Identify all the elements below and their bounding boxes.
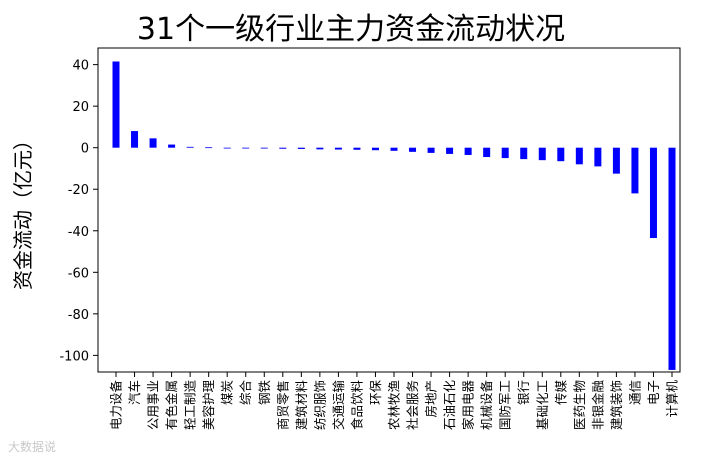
x-tick-label: 基础化工 — [535, 380, 550, 430]
bar — [594, 147, 602, 167]
x-tick-label: 计算机 — [665, 380, 680, 418]
bar — [112, 61, 120, 148]
bar — [631, 147, 639, 194]
x-tick-label: 传媒 — [553, 380, 568, 406]
bar — [131, 131, 139, 148]
x-tick-label: 钢铁 — [257, 380, 272, 406]
bar — [501, 147, 509, 159]
bar — [334, 147, 342, 150]
bar — [483, 147, 491, 158]
x-tick-label: 建筑材料 — [294, 380, 309, 431]
bar — [223, 147, 231, 149]
bar — [575, 147, 583, 165]
bar — [520, 147, 528, 160]
chart-title: 31个一级行业主力资金流动状况 — [136, 12, 566, 47]
bar — [168, 144, 176, 148]
y-tick-label: 20 — [72, 100, 89, 115]
bar — [649, 147, 657, 239]
x-tick-label: 美容护理 — [201, 380, 216, 431]
bar — [409, 147, 417, 152]
x-tick-label: 医药生物 — [572, 380, 587, 430]
x-tick-label: 银行 — [516, 380, 531, 405]
y-tick-label: 0 — [81, 142, 89, 157]
bar — [149, 138, 157, 148]
bar — [316, 147, 324, 150]
x-tick-label: 房地产 — [424, 380, 439, 418]
bar — [186, 146, 194, 148]
x-tick-label: 商贸零售 — [275, 380, 290, 430]
y-tick-label: -60 — [68, 266, 89, 281]
y-tick-label: -40 — [68, 225, 89, 240]
y-tick-label: -100 — [59, 349, 89, 364]
x-tick-label: 公用事业 — [146, 380, 161, 430]
watermark-text: 大数据说 — [8, 440, 57, 454]
x-tick-label: 机械设备 — [479, 380, 494, 431]
bar — [260, 147, 268, 149]
y-tick-label: 40 — [72, 59, 89, 74]
x-tick-label: 社会服务 — [405, 380, 420, 430]
x-tick-label: 石油石化 — [442, 380, 457, 431]
bar — [371, 147, 379, 151]
x-tick-label: 环保 — [368, 380, 383, 406]
x-tick-label: 国防军工 — [498, 380, 513, 430]
bar — [297, 147, 305, 149]
x-tick-label: 电力设备 — [109, 380, 124, 431]
bar — [612, 147, 620, 174]
x-tick-label: 通信 — [627, 380, 642, 405]
bar — [353, 147, 361, 150]
y-tick-label: -20 — [68, 183, 89, 198]
x-tick-label: 纺织服饰 — [312, 380, 327, 430]
x-tick-label: 食品饮料 — [349, 380, 364, 431]
x-tick-label: 建筑装饰 — [609, 380, 624, 430]
x-tick-label: 汽车 — [127, 380, 142, 405]
x-tick-label: 交通运输 — [331, 380, 346, 431]
bar — [557, 147, 565, 162]
bar — [279, 147, 287, 149]
plot-frame — [97, 47, 681, 373]
bar — [242, 147, 250, 149]
x-tick-label: 非银金融 — [590, 380, 605, 431]
x-tick-label: 轻工制造 — [183, 380, 198, 431]
bar — [390, 147, 398, 151]
x-tick-label: 有色金属 — [164, 380, 179, 430]
x-tick-label: 电子 — [646, 380, 661, 405]
bar — [464, 147, 472, 155]
x-tick-label: 农林牧渔 — [387, 380, 402, 430]
bar — [427, 147, 435, 153]
bar — [205, 147, 213, 149]
y-axis-label: 资金流动（亿元） — [11, 130, 35, 290]
bar — [538, 147, 546, 161]
x-tick-label: 综合 — [238, 380, 253, 406]
x-tick-label: 煤炭 — [220, 380, 235, 405]
bar — [446, 147, 454, 154]
y-tick-label: -80 — [68, 308, 89, 323]
x-tick-label: 家用电器 — [461, 380, 476, 431]
bar — [668, 147, 676, 370]
